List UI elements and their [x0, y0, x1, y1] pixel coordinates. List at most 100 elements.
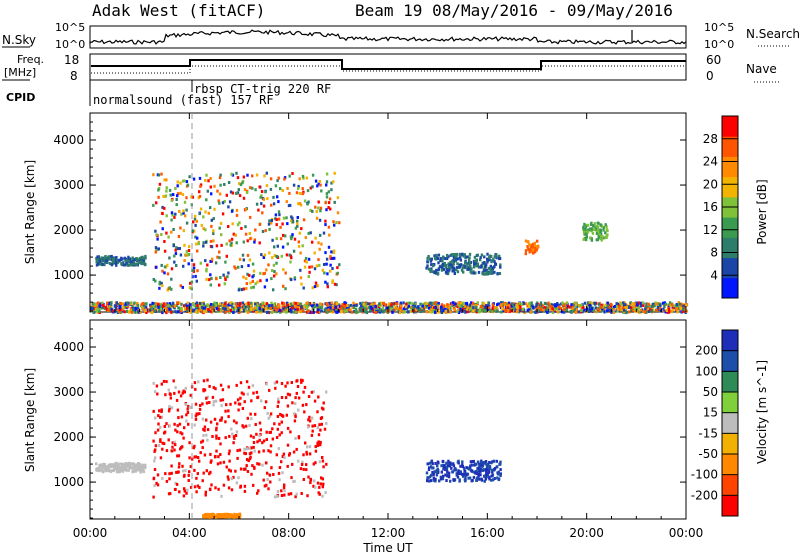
echo-cell [205, 173, 208, 177]
echo-cell [473, 303, 476, 307]
echo-cell [228, 434, 231, 438]
echo-cell [107, 302, 111, 305]
echo-cell [431, 462, 434, 466]
echo-cell [222, 483, 226, 487]
echo-cell [470, 463, 473, 467]
echo-cell [165, 449, 169, 453]
echo-cell [216, 422, 219, 426]
echo-cell [295, 492, 298, 496]
echo-cell [461, 474, 465, 478]
echo-cell [173, 254, 176, 258]
echo-cell [165, 311, 168, 315]
echo-cell [168, 302, 172, 306]
echo-cell [220, 404, 223, 408]
echo-cell [269, 306, 272, 310]
echo-cell [182, 436, 185, 440]
echo-cell [130, 301, 133, 305]
echo-cell [461, 266, 465, 270]
nsky-panel-frame [89, 25, 687, 49]
echo-cell [434, 479, 437, 483]
echo-cell [484, 474, 487, 477]
echo-cell [263, 174, 266, 178]
echo-cell [573, 308, 576, 312]
echo-cell [311, 286, 314, 290]
echo-cell [255, 306, 259, 310]
echo-cell [190, 258, 194, 262]
echo-cell [425, 310, 429, 314]
echo-cell [493, 260, 496, 264]
echo-cell [466, 306, 469, 310]
echo-cell [131, 256, 134, 260]
echo-cell [278, 433, 281, 437]
echo-cell [202, 379, 206, 383]
echo-cell [170, 218, 173, 222]
echo-cell [297, 306, 300, 310]
echo-cell [310, 311, 313, 315]
echo-cell [189, 393, 192, 397]
echo-cell [109, 302, 113, 306]
echo-cell [236, 176, 240, 180]
echo-cell [556, 302, 559, 305]
echo-cell [227, 486, 231, 490]
echo-cell [244, 232, 248, 236]
echo-cell [249, 215, 252, 219]
echo-cell [271, 427, 274, 431]
echo-cell [249, 412, 252, 416]
echo-cell [267, 487, 270, 491]
echo-cell [290, 278, 293, 282]
echo-cell [271, 269, 274, 272]
x-tick-label: 16:00 [470, 526, 505, 540]
echo-cell [185, 306, 189, 310]
echo-cell [108, 262, 112, 265]
echo-cell [175, 470, 178, 474]
echo-cell [281, 222, 284, 226]
echo-cell [93, 303, 97, 306]
velocity-colorbar-label: Velocity [m s^-1] [755, 360, 769, 464]
echo-cell [198, 176, 202, 180]
echo-cell [685, 309, 688, 313]
echo-cell [299, 310, 303, 314]
echo-cell [189, 306, 192, 310]
echo-cell [443, 263, 446, 267]
echo-cell [193, 381, 197, 385]
echo-cell [157, 414, 160, 418]
echo-cell [278, 478, 281, 482]
echo-cell [368, 308, 372, 312]
echo-cell [668, 301, 672, 305]
echo-cell [163, 240, 166, 243]
nsky-tick-top: 10^5 [55, 21, 85, 34]
echo-cell [280, 494, 284, 497]
echo-cell [589, 308, 592, 312]
echo-cell [318, 247, 321, 251]
echo-cell [219, 276, 222, 279]
echo-cell [155, 265, 158, 269]
echo-cell [286, 242, 289, 246]
beam-date-title: Beam 19 08/May/2016 - 09/May/2016 [355, 1, 673, 20]
echo-cell [182, 389, 185, 393]
echo-cell [467, 265, 470, 269]
echo-cell [464, 302, 468, 306]
echo-cell [316, 441, 319, 445]
echo-cell [270, 219, 273, 222]
echo-cell [233, 265, 236, 269]
echo-cell [376, 307, 379, 311]
echo-cell [318, 460, 322, 464]
echo-cell [322, 465, 325, 469]
echo-cell [622, 303, 625, 307]
echo-cell [457, 257, 460, 261]
echo-cell [463, 469, 466, 473]
echo-cell [160, 263, 163, 267]
echo-cell [655, 308, 658, 312]
echo-cell [265, 171, 268, 175]
echo-cell [455, 303, 458, 307]
echo-cell [163, 430, 167, 434]
echo-cell [332, 180, 335, 184]
echo-cell [244, 452, 247, 456]
echo-cell [130, 466, 133, 470]
echo-cell [455, 252, 458, 256]
echo-cell [294, 301, 297, 305]
echo-cell [557, 303, 560, 307]
echo-cell [281, 301, 284, 305]
echo-cell [332, 306, 336, 310]
echo-cell [296, 224, 299, 228]
